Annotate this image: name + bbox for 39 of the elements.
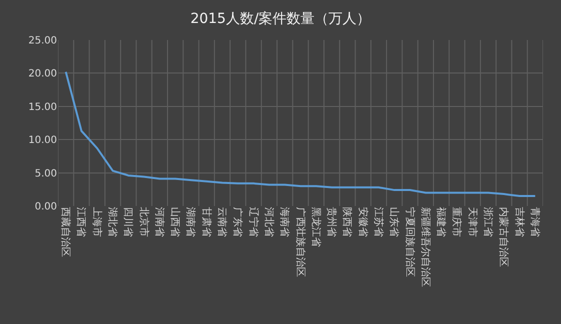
x-tick-label: 山东省 xyxy=(388,207,400,237)
x-tick-label: 云南省 xyxy=(216,207,228,237)
x-tick-label: 西藏自治区 xyxy=(60,207,72,257)
x-tick-label: 福建省 xyxy=(435,207,448,237)
x-tick-label: 宁夏回族自治区 xyxy=(404,207,416,277)
x-tick-label: 甘肃省 xyxy=(200,207,212,237)
x-tick-label: 北京市 xyxy=(138,207,150,237)
y-tick-label: 5.00 xyxy=(34,168,57,180)
y-tick-label: 0.00 xyxy=(34,202,57,212)
y-tick-label: 20.00 xyxy=(28,68,57,80)
chart-title: 2015人数/案件数量（万人） xyxy=(190,10,371,27)
x-tick-label: 陕西省 xyxy=(341,207,354,237)
x-tick-label: 山西省 xyxy=(169,207,182,237)
x-tick-label: 贵州省 xyxy=(326,207,338,237)
x-tick-label: 广东省 xyxy=(232,207,244,237)
x-tick-label: 青海省 xyxy=(528,207,541,237)
x-tick-label: 黑龙江省 xyxy=(310,207,322,247)
x-tick-label: 湖北省 xyxy=(106,207,119,237)
line-series xyxy=(64,70,536,198)
x-tick-label: 海南省 xyxy=(278,207,291,237)
y-tick-label: 15.00 xyxy=(28,102,57,113)
x-tick-label: 浙江省 xyxy=(482,207,494,237)
x-tick-label: 新疆维吾尔自治区 xyxy=(419,207,432,287)
x-tick-label: 四川省 xyxy=(122,207,134,237)
x-tick-label: 重庆市 xyxy=(450,207,463,237)
y-tick-label: 25.00 xyxy=(28,36,57,46)
x-tick-label: 广西壮族自治区 xyxy=(294,207,306,277)
x-tick-label: 上海市 xyxy=(90,207,103,237)
x-tick-label: 江西省 xyxy=(75,207,88,237)
x-tick-label: 天津市 xyxy=(466,207,478,237)
x-tick-label: 吉林省 xyxy=(513,207,526,237)
x-tick-label: 辽宁省 xyxy=(247,207,260,237)
x-tick-label: 内蒙古自治区 xyxy=(498,207,510,267)
x-tick-label: 江苏省 xyxy=(372,207,384,237)
y-tick-label: 10.00 xyxy=(28,135,57,146)
x-tick-label: 河北省 xyxy=(262,207,275,237)
x-tick-label: 河南省 xyxy=(153,207,166,237)
x-tick-label: 湖南省 xyxy=(184,207,197,237)
x-tick-label: 安徽省 xyxy=(356,207,369,237)
